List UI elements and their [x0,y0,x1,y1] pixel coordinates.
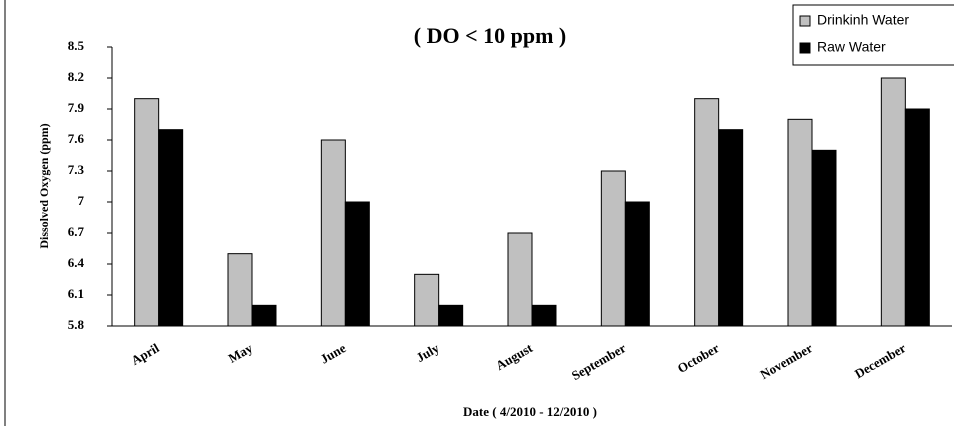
x-tick-label: November [757,340,815,382]
y-tick-label: 6.4 [68,255,85,270]
y-tick-label: 6.1 [68,286,84,301]
bar [227,253,253,327]
legend-swatch [799,42,811,54]
x-tick-label: September [569,340,629,383]
x-tick-label: October [675,340,722,376]
bar [880,77,906,327]
y-tick-label: 7.9 [68,100,85,115]
x-tick-label: December [852,340,908,381]
x-tick-label: April [129,340,162,368]
bar [251,304,277,327]
bar [438,304,464,327]
bar [344,201,370,327]
bar [158,129,184,327]
y-tick-label: 5.8 [68,317,85,332]
bar [600,170,626,327]
x-tick-label: July [414,340,443,365]
bar [811,149,837,327]
bar [134,98,160,327]
legend-label: Drinkinh Water [817,12,909,28]
bar [694,98,720,327]
y-axis-label: Dissolved Oxygen (ppm) [37,123,51,248]
y-tick-label: 6.7 [68,224,85,239]
bar [507,232,533,327]
legend-label: Raw Water [817,39,886,55]
bar [904,108,930,327]
chart-title: ( DO < 10 ppm ) [414,23,567,48]
bar [624,201,650,327]
x-tick-label: June [318,340,349,366]
x-tick-label: May [226,340,256,366]
bar [320,139,346,327]
y-tick-label: 7.3 [68,162,85,177]
y-tick-label: 8.2 [68,69,84,84]
y-tick-label: 7.6 [68,131,85,146]
x-tick-label: August [493,340,535,373]
bar [531,304,557,327]
legend-box [792,4,954,66]
bar [414,273,440,327]
y-tick-label: 8.5 [68,38,85,53]
legend-swatch [799,15,811,27]
x-axis-label: Date ( 4/2010 - 12/2010 ) [463,404,597,419]
bar [787,118,813,327]
bar [718,129,744,327]
y-tick-label: 7 [78,193,85,208]
